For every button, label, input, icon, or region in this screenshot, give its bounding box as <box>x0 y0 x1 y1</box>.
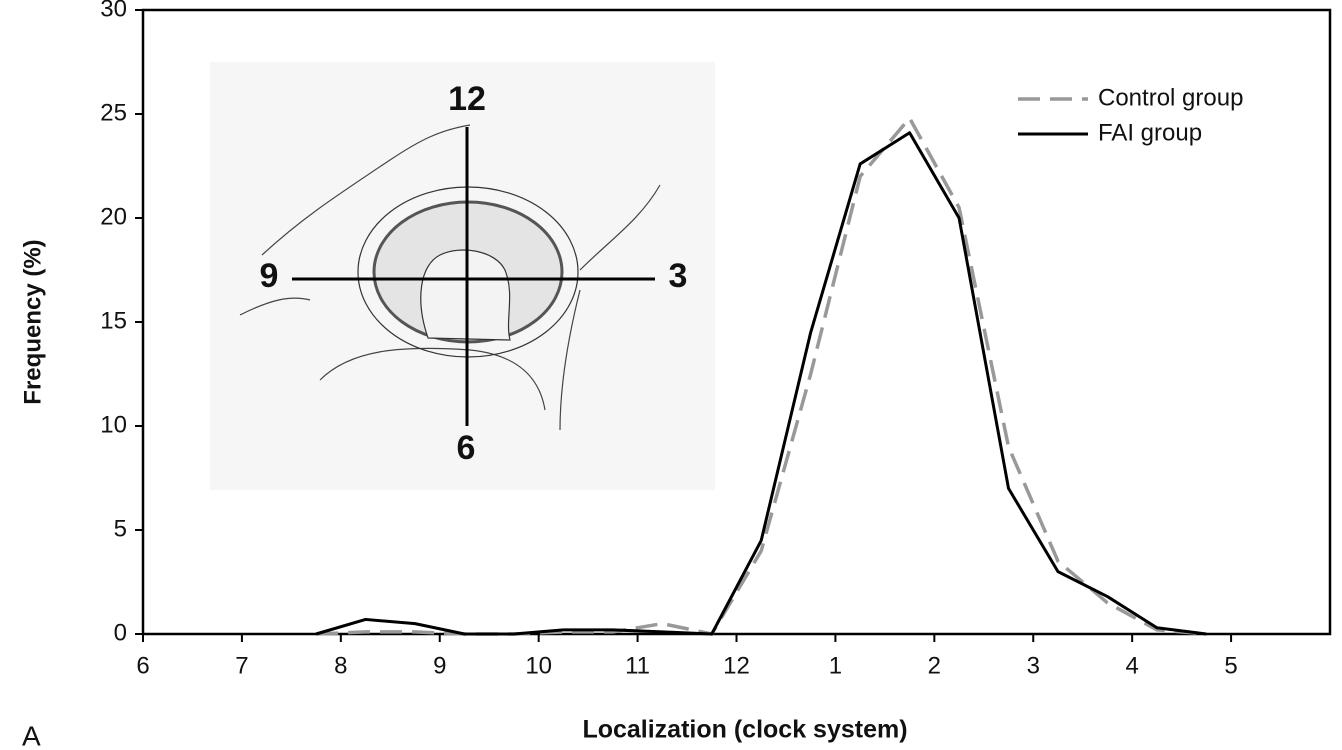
y-tick-label: 20 <box>100 203 127 230</box>
y-tick-label: 25 <box>100 99 127 126</box>
x-tick-label: 10 <box>525 652 552 679</box>
x-tick-label: 8 <box>334 652 347 679</box>
y-axis-label: Frequency (%) <box>19 239 46 404</box>
y-tick-label: 15 <box>100 307 127 334</box>
x-axis-label: Localization (clock system) <box>582 716 907 744</box>
legend-label: Control group <box>1098 84 1243 111</box>
y-tick-label: 30 <box>100 0 127 22</box>
x-tick-label: 7 <box>235 652 248 679</box>
inset-crosshair <box>292 127 655 426</box>
x-tick-label: 5 <box>1224 652 1237 679</box>
inset-label: 9 <box>260 257 279 295</box>
x-tick-label: 9 <box>433 652 446 679</box>
x-tick-label: 3 <box>1027 652 1040 679</box>
x-tick-label: 4 <box>1125 652 1138 679</box>
x-tick-label: 6 <box>136 652 149 679</box>
inset-label: 6 <box>457 429 476 467</box>
series-line <box>315 131 1207 636</box>
x-tick-label: 2 <box>928 652 941 679</box>
y-tick-label: 0 <box>114 619 127 646</box>
inset-label: 3 <box>669 257 688 295</box>
x-tick-label: 1 <box>829 652 842 679</box>
panel-label: A <box>22 720 41 750</box>
y-tick-label: 5 <box>114 515 127 542</box>
legend-label: FAI group <box>1098 119 1202 146</box>
x-tick-label: 12 <box>723 652 750 679</box>
y-tick-label: 10 <box>100 411 127 438</box>
inset-label: 12 <box>448 80 486 118</box>
inset-labels: 12 3 6 9 <box>260 80 688 467</box>
inset-illustration <box>210 62 715 490</box>
x-tick-label: 11 <box>625 652 650 679</box>
